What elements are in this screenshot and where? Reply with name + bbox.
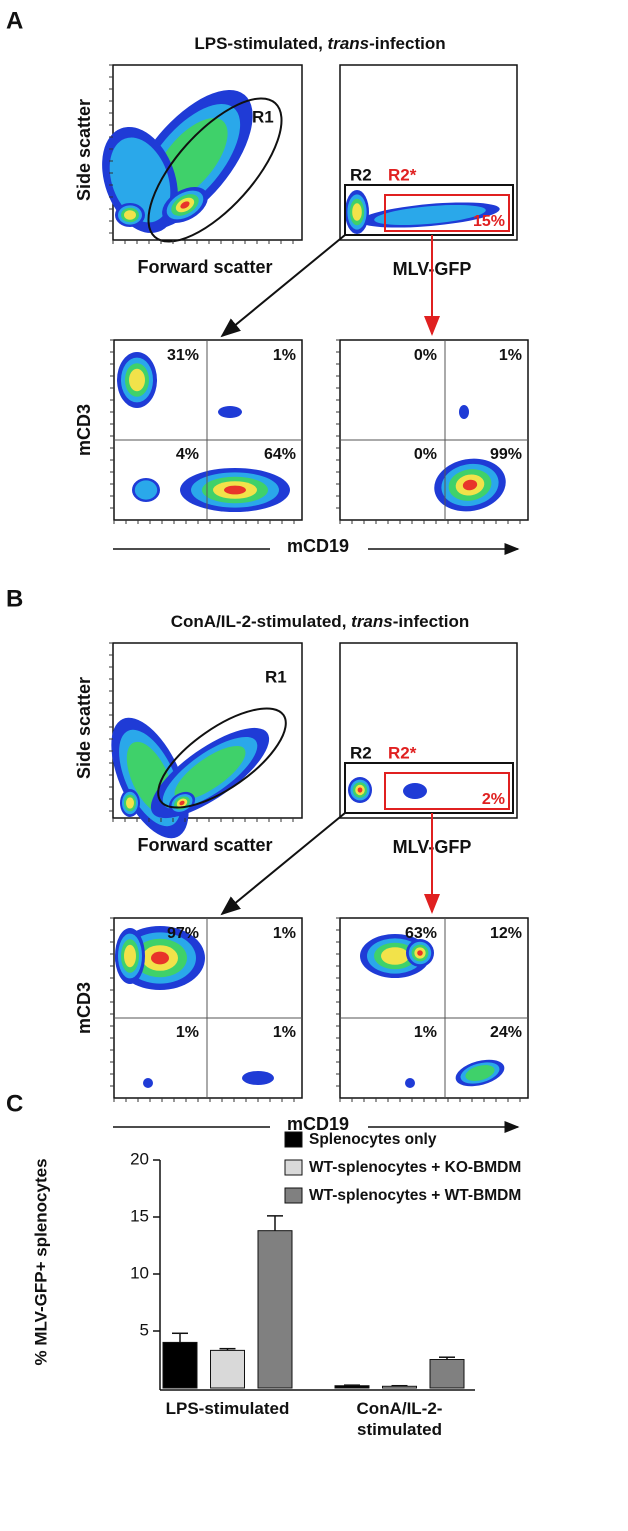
panel-title: LPS-stimulated, trans-infection: [194, 34, 445, 53]
bar: [162, 1341, 198, 1389]
axis-label: Side scatter: [74, 677, 94, 779]
y-tick-label: 5: [140, 1320, 149, 1339]
panel-label: C: [6, 1090, 23, 1117]
density-blob: [151, 951, 169, 965]
title-part: trans: [328, 34, 370, 53]
quadrant-percent: 31%: [167, 347, 199, 364]
density-blob: [124, 210, 136, 220]
quadrant-percent: 1%: [176, 1024, 199, 1041]
gate-r2-star: [384, 772, 510, 810]
legend-label: WT-splenocytes + KO-BMDM: [309, 1159, 521, 1176]
legend-swatch: [284, 1131, 303, 1148]
gate-percent: 2%: [482, 791, 505, 808]
density-blob: [352, 203, 362, 221]
bar: [429, 1359, 465, 1389]
x-tick-label: ConA/IL-2-stimulated: [356, 1399, 443, 1439]
quadrant-percent: 12%: [490, 925, 522, 942]
gate-r2: [344, 762, 514, 814]
quadrant-percent: 99%: [490, 446, 522, 463]
density-blob: [357, 787, 363, 793]
axis-label: mCD3: [74, 404, 94, 456]
y-tick-label: 15: [130, 1206, 149, 1225]
panel-label: A: [6, 7, 23, 34]
legend-label: Splenocytes only: [309, 1131, 437, 1148]
gate-percent: 15%: [473, 213, 505, 230]
axis-label: mCD3: [74, 982, 94, 1034]
label-bg: [270, 538, 368, 560]
title-part: ConA/IL-2-stimulated,: [171, 612, 351, 631]
gate-label: R2*: [388, 165, 417, 184]
y-axis-label: % MLV-GFP+ splenocytes: [31, 1158, 50, 1365]
quadrant-percent: 0%: [414, 446, 437, 463]
axis-label: mCD19: [287, 536, 349, 556]
title-part: -infection: [393, 612, 470, 631]
density-blob: [109, 137, 171, 223]
arrow: [220, 812, 346, 916]
quadrant-percent: 1%: [499, 347, 522, 364]
title-part: LPS-stimulated,: [194, 34, 327, 53]
quadrant-percent: 4%: [176, 446, 199, 463]
density-blob: [174, 745, 246, 801]
gate-label: R1: [252, 107, 274, 126]
gate-r2-star: [384, 194, 510, 232]
axis-label: Forward scatter: [137, 835, 272, 855]
bar: [210, 1349, 245, 1389]
legend-label: WT-splenocytes + WT-BMDM: [309, 1187, 521, 1204]
density-blob: [180, 201, 190, 209]
gate-r1: [147, 97, 283, 243]
density-blob: [134, 480, 158, 500]
quadrant-percent: 1%: [273, 347, 296, 364]
density-blob: [465, 1065, 495, 1081]
gate-label: R2: [350, 743, 372, 762]
legend-swatch: [284, 1187, 303, 1204]
gate-label: R2: [350, 165, 372, 184]
axis-label: mCD19: [287, 1114, 349, 1134]
density-blob: [381, 947, 409, 965]
quadrant-percent: 63%: [405, 925, 437, 942]
panel-label: B: [6, 585, 23, 612]
axis-label: Side scatter: [74, 99, 94, 201]
quadrant-percent: 24%: [490, 1024, 522, 1041]
bar: [334, 1385, 370, 1389]
density-blob: [143, 1078, 153, 1088]
title-part: -infection: [369, 34, 446, 53]
bar: [382, 1385, 417, 1389]
density-blob: [124, 944, 136, 968]
title-part: trans: [351, 612, 393, 631]
arrow: [220, 234, 346, 338]
quadrant-percent: 1%: [273, 1024, 296, 1041]
density-blob: [224, 485, 246, 495]
density-blob: [405, 1078, 415, 1088]
y-tick-label: 10: [130, 1263, 149, 1282]
quadrant-percent: 64%: [264, 446, 296, 463]
density-blob: [218, 406, 242, 418]
density-blob: [403, 783, 427, 799]
density-blob: [459, 405, 469, 419]
bar: [257, 1230, 293, 1389]
x-tick-label: LPS-stimulated: [165, 1399, 290, 1418]
gate-r2: [344, 184, 514, 236]
density-blob: [179, 800, 185, 806]
density-blob: [417, 950, 423, 956]
quadrant-percent: 1%: [414, 1024, 437, 1041]
quadrant-percent: 97%: [167, 925, 199, 942]
density-blob: [126, 797, 134, 809]
panel-title: ConA/IL-2-stimulated, trans-infection: [171, 612, 469, 631]
legend-swatch: [284, 1159, 303, 1176]
gate-label: R1: [265, 667, 287, 686]
y-tick-label: 20: [130, 1149, 149, 1168]
density-blob: [242, 1071, 274, 1085]
density-blob: [462, 479, 478, 491]
gate-r1: [157, 707, 287, 809]
axis-label: Forward scatter: [137, 257, 272, 277]
density-blob: [374, 204, 486, 226]
density-blob: [129, 368, 145, 392]
quadrant-percent: 0%: [414, 347, 437, 364]
gate-label: R2*: [388, 743, 417, 762]
quadrant-percent: 1%: [273, 925, 296, 942]
